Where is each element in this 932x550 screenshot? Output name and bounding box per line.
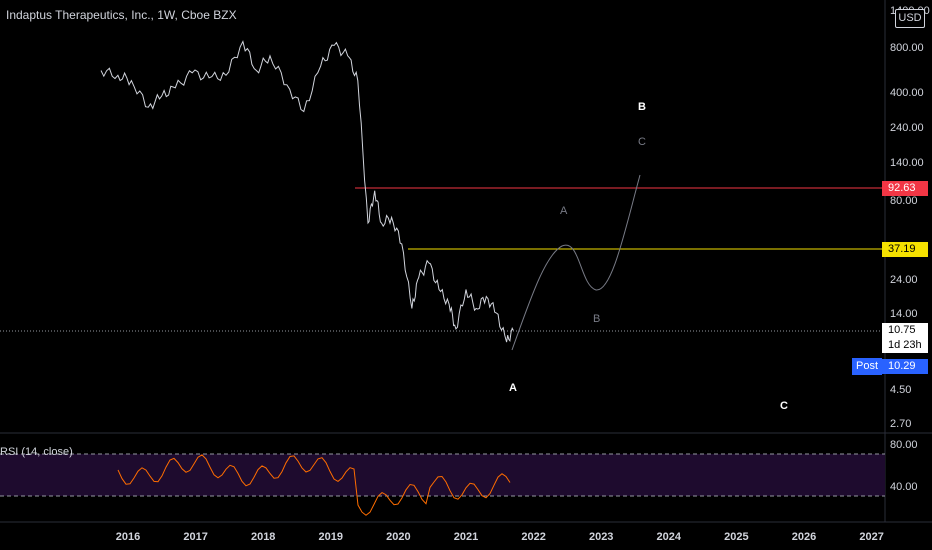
chart-title: Indaptus Therapeutics, Inc., 1W, Cboe BZ… (6, 8, 237, 22)
currency-button[interactable]: USD (895, 9, 925, 28)
wave-label-sub-c: C (638, 136, 646, 148)
wave-label-sub-b: B (593, 313, 601, 325)
time-tick-label: 2024 (657, 531, 682, 543)
price-tick-label: 800.00 (890, 42, 924, 54)
price-tick-label: 140.00 (890, 157, 924, 169)
rsi-indicator-label[interactable]: RSI (14, close) (0, 446, 73, 458)
time-tick-label: 2027 (859, 531, 883, 543)
countdown-badge: 1d 23h (882, 338, 928, 353)
wave-label-b: B (638, 101, 646, 113)
price-series-line (100, 40, 514, 343)
wave-label-a: A (509, 382, 517, 394)
rsi-band (0, 454, 885, 496)
time-tick-label: 2020 (386, 531, 410, 543)
price-tick-label: 2.70 (890, 418, 911, 430)
wave-label-c: C (780, 400, 788, 412)
time-axis: 2016 2017 2018 2019 2020 2021 2022 2023 2024 2025… (116, 531, 884, 543)
level-badge-yellow[interactable]: 37.19 (882, 242, 928, 257)
current-price-badge: 10.75 (882, 323, 928, 338)
price-tick-label: 240.00 (890, 122, 924, 134)
wave-label-sub-a: A (560, 205, 568, 217)
price-tick-label: 80.00 (890, 195, 918, 207)
time-tick-label: 2019 (319, 531, 343, 543)
price-tick-label: 14.00 (890, 308, 918, 320)
time-tick-label: 2021 (454, 531, 478, 543)
projection-curve (511, 174, 641, 351)
rsi-tick-40: 40.00 (890, 481, 918, 493)
time-tick-label: 2017 (183, 531, 207, 543)
time-tick-label: 2025 (724, 531, 748, 543)
time-tick-label: 2026 (792, 531, 816, 543)
post-price-badge: 10.29 (882, 359, 928, 374)
price-tick-label: 24.00 (890, 274, 918, 286)
time-tick-label: 2022 (521, 531, 545, 543)
post-market-tag: Post (852, 358, 882, 375)
time-tick-label: 2018 (251, 531, 275, 543)
rsi-series-line (117, 454, 511, 516)
level-badge-red[interactable]: 92.63 (882, 181, 928, 196)
time-tick-label: 2016 (116, 531, 140, 543)
rsi-tick-80: 80.00 (890, 439, 918, 451)
price-tick-label: 400.00 (890, 87, 924, 99)
time-tick-label: 2023 (589, 531, 613, 543)
price-tick-label: 4.50 (890, 384, 911, 396)
